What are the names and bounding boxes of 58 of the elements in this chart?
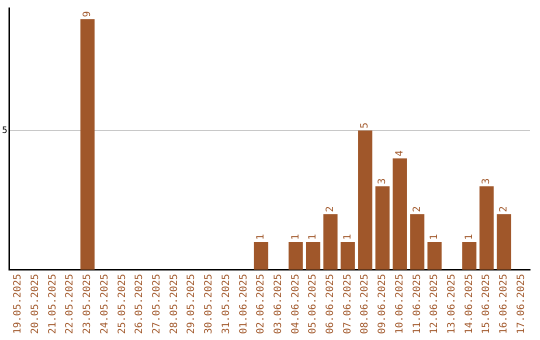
- bar: [392, 158, 407, 270]
- x-tick-label: 15.06.2025: [481, 274, 492, 334]
- x-tick-label: 14.06.2025: [464, 274, 475, 334]
- data-label: 1: [308, 234, 319, 240]
- bar: [358, 130, 372, 270]
- bar: [323, 214, 338, 270]
- x-tick-label: 22.05.2025: [64, 274, 76, 334]
- data-label: 3: [377, 178, 388, 184]
- x-tick-label: 04.06.2025: [290, 274, 302, 334]
- data-label: 1: [429, 234, 440, 240]
- x-tick-label: 25.05.2025: [116, 274, 128, 334]
- x-tick-label: 03.06.2025: [272, 274, 284, 334]
- data-label: 2: [498, 206, 510, 212]
- data-label: 2: [325, 206, 336, 212]
- x-tick-label: 10.06.2025: [394, 274, 406, 334]
- bar: [254, 242, 268, 270]
- x-tick-label: 11.06.2025: [412, 274, 423, 334]
- bar: [288, 242, 303, 270]
- x-tick-label: 06.06.2025: [325, 274, 336, 334]
- x-tick-label: 24.05.2025: [99, 274, 110, 334]
- bar: [480, 186, 494, 270]
- x-tick-label: 07.06.2025: [342, 274, 354, 334]
- x-tick-label: 23.05.2025: [82, 274, 94, 334]
- bar: [410, 214, 424, 270]
- data-label: 9: [82, 11, 94, 18]
- x-tick-label: 20.05.2025: [30, 274, 42, 334]
- x-tick-label: 16.06.2025: [498, 274, 510, 334]
- bar: [340, 242, 355, 270]
- x-tick-label: 01.06.2025: [238, 274, 250, 334]
- x-tick-label: 30.05.2025: [204, 274, 215, 334]
- x-tick-label: 05.06.2025: [308, 274, 319, 334]
- data-label: 2: [412, 206, 423, 212]
- data-label: 1: [256, 234, 267, 240]
- data-label: 1: [464, 234, 475, 240]
- x-tick-label: 12.06.2025: [429, 274, 440, 334]
- data-label: 4: [394, 150, 406, 156]
- x-tick-label: 31.05.2025: [220, 274, 232, 334]
- x-tick-label: 09.06.2025: [377, 274, 388, 334]
- x-tick-label: 08.06.2025: [360, 274, 371, 334]
- bar: [80, 19, 95, 270]
- x-tick-label: 26.05.2025: [134, 274, 146, 334]
- x-tick-label: 19.05.2025: [12, 274, 24, 334]
- data-label: 3: [481, 178, 492, 184]
- bar: [462, 242, 476, 270]
- x-tick-label: 29.05.2025: [186, 274, 198, 334]
- data-label: 1: [290, 234, 302, 240]
- x-tick-label: 21.05.2025: [47, 274, 58, 334]
- x-tick-label: 02.06.2025: [256, 274, 267, 334]
- bar: [427, 242, 442, 270]
- x-tick-label: 27.05.2025: [152, 274, 163, 334]
- bar: [306, 242, 320, 270]
- bar: [375, 186, 390, 270]
- data-label: 1: [342, 234, 354, 240]
- data-label: 5: [360, 122, 371, 129]
- x-tick-label: 13.06.2025: [446, 274, 458, 334]
- x-tick-label: 28.05.2025: [168, 274, 180, 334]
- bar: [496, 214, 512, 270]
- x-tick-label: 17.06.2025: [516, 274, 527, 334]
